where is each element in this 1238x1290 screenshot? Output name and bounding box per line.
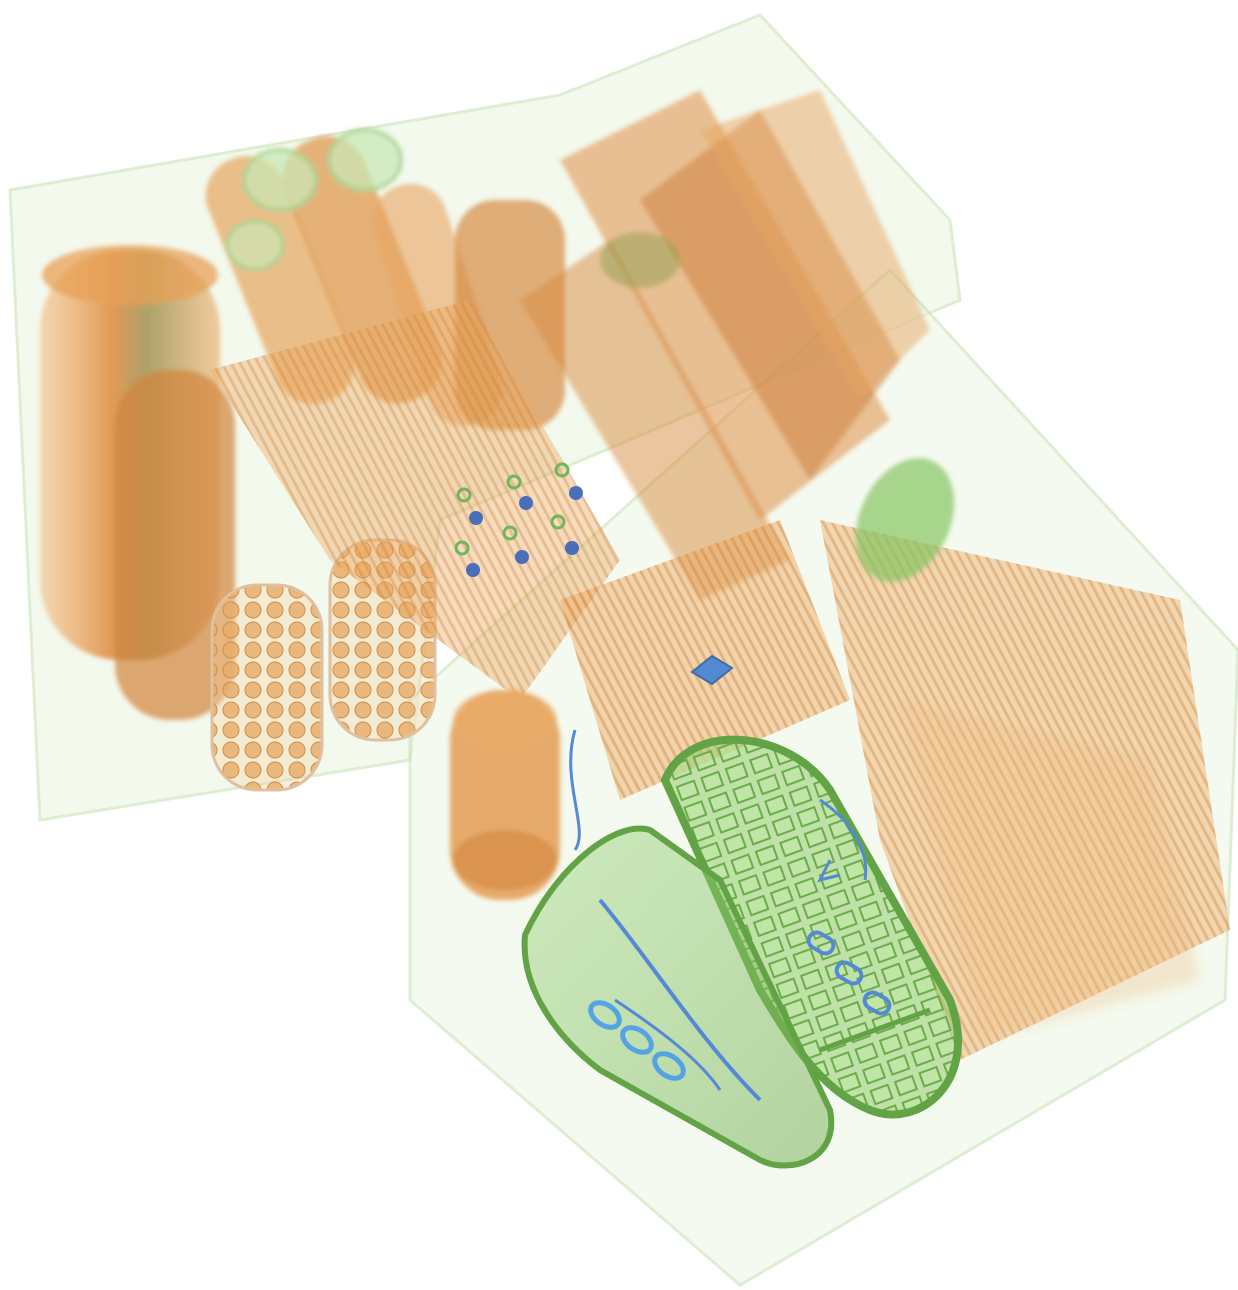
haze-overlay [0,0,1238,1290]
xray-scan-image [0,0,1238,1290]
